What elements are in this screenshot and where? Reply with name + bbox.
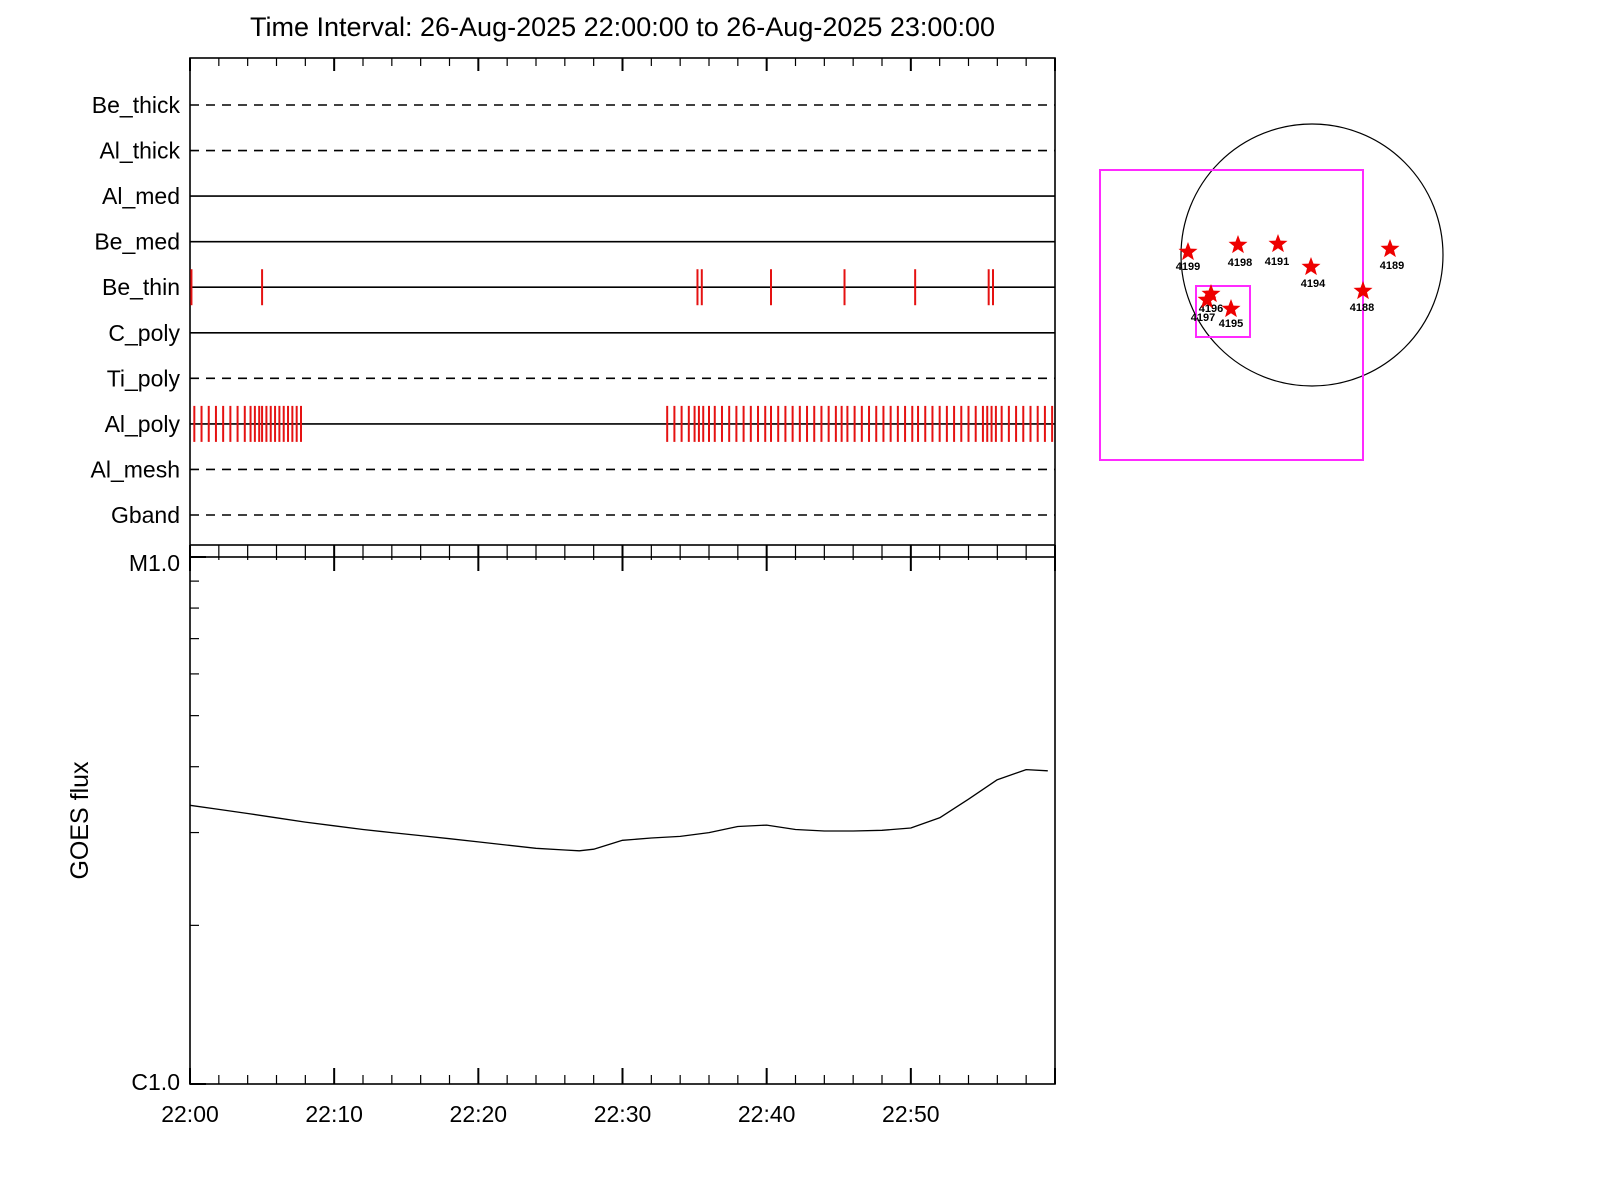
fov-box — [1099, 169, 1364, 461]
sun-disk-circle — [1180, 123, 1444, 387]
goes-ylabel: GOES flux — [66, 761, 94, 880]
filter-row-label: Be_med — [94, 229, 180, 255]
x-tick-label: 22:10 — [305, 1101, 363, 1127]
active-region-label: 4194 — [1301, 278, 1326, 290]
active-region-label: 4189 — [1380, 260, 1404, 272]
active-region-star — [1221, 299, 1241, 318]
filter-row-label: Al_med — [102, 183, 180, 209]
x-tick-label: 22:30 — [594, 1101, 652, 1127]
x-tick-label: 22:20 — [450, 1101, 508, 1127]
filter-row-label: Ti_poly — [107, 365, 181, 391]
x-tick-label: 22:00 — [161, 1101, 219, 1127]
active-region-star — [1201, 284, 1221, 303]
active-region-star — [1197, 290, 1217, 309]
active-region-label: 4188 — [1350, 302, 1374, 314]
filter-row-label: Al_poly — [105, 411, 181, 437]
active-region-star — [1353, 281, 1373, 300]
y-top-label: M1.0 — [129, 550, 180, 576]
active-region-star — [1178, 242, 1198, 261]
fov-box — [1195, 285, 1251, 338]
goes-panel-border — [189, 556, 1056, 1085]
filter-row-label: Al_mesh — [91, 456, 180, 482]
filter-timeline-panel: Be_thick Al_thick Al_med Be_med Be_thin C_pol… — [91, 57, 1056, 571]
filter-row-label: Be_thin — [102, 274, 180, 300]
active-region-star — [1380, 239, 1400, 258]
active-region-star — [1228, 235, 1248, 254]
active-region-label: 4195 — [1219, 318, 1243, 330]
active-region-label: 4197 — [1191, 312, 1215, 324]
active-region-label: 4196 — [1199, 303, 1223, 315]
x-tick-label: 22:40 — [738, 1101, 796, 1127]
active-region-label: 4198 — [1228, 257, 1252, 269]
filter-row-label: Gband — [111, 502, 180, 528]
filter-row-label: Al_thick — [99, 138, 180, 164]
x-tick-label: 22:50 — [882, 1101, 940, 1127]
plot-title: Time Interval: 26-Aug-2025 22:00:00 to 2… — [249, 12, 995, 42]
active-region-label: 4199 — [1176, 261, 1200, 273]
y-bottom-label: C1.0 — [131, 1069, 180, 1095]
active-region-star — [1268, 234, 1288, 253]
timeline-panel-border — [189, 57, 1056, 546]
filter-row-label: Be_thick — [92, 92, 181, 118]
goes-curve — [189, 768, 1048, 852]
active-region-star — [1301, 257, 1321, 276]
goes-flux-panel: 22:00 22:10 22:20 22:30 22:40 22:50 M1.0 C1.0 GO… — [66, 550, 1056, 1127]
active-region-label: 4191 — [1265, 256, 1289, 268]
filter-row-label: C_poly — [108, 320, 180, 346]
